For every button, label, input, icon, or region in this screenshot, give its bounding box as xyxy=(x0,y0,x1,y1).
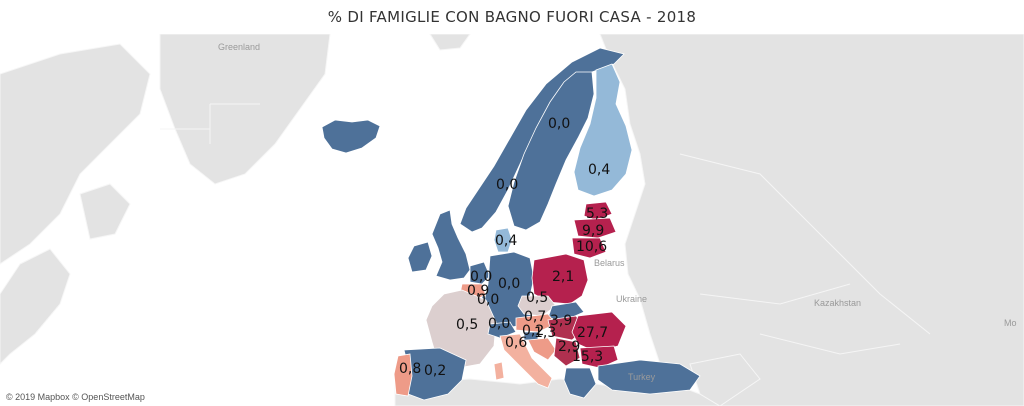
label-finland: 0,4 xyxy=(588,162,610,178)
label-serbia: 2,9 xyxy=(558,339,580,355)
label-netherlands: 0,0 xyxy=(470,269,492,285)
label-denmark: 0,4 xyxy=(495,233,517,249)
country-ireland[interactable] xyxy=(407,241,433,273)
place-labels: Greenland Belarus Ukraine Kazakhstan Tur… xyxy=(218,42,1017,382)
label-hungary: 3,9 xyxy=(550,313,572,329)
country-lithuania[interactable] xyxy=(571,237,607,259)
title-bar: % DI FAMIGLIE CON BAGNO FUORI CASA - 201… xyxy=(0,0,1024,34)
country-austria[interactable] xyxy=(515,313,557,333)
place-turkey: Turkey xyxy=(628,372,656,382)
place-belarus: Belarus xyxy=(594,258,625,268)
country-greece[interactable] xyxy=(563,367,597,399)
country-denmark[interactable] xyxy=(493,227,513,253)
basemap-land xyxy=(0,34,1024,406)
label-italy: 0,6 xyxy=(505,335,527,351)
country-italy-sardinia[interactable] xyxy=(493,361,505,381)
choropleth-map[interactable]: Greenland Belarus Ukraine Kazakhstan Tur… xyxy=(0,34,1024,406)
country-turkey[interactable] xyxy=(597,359,701,395)
country-estonia[interactable] xyxy=(583,201,613,221)
label-estonia: 5,3 xyxy=(586,206,608,222)
country-finland[interactable] xyxy=(573,63,633,197)
country-poland[interactable] xyxy=(531,253,589,305)
label-sweden: 0,0 xyxy=(496,177,518,193)
label-spain: 0,2 xyxy=(424,363,446,379)
label-romania: 27,7 xyxy=(577,325,608,341)
map-title: % DI FAMIGLIE CON BAGNO FUORI CASA - 201… xyxy=(327,8,697,26)
label-norway: 0,0 xyxy=(548,116,570,132)
place-kazakhstan: Kazakhstan xyxy=(814,298,861,308)
label-slovenia: 0,2 xyxy=(522,323,544,339)
country-netherlands[interactable] xyxy=(469,261,491,285)
country-croatia[interactable] xyxy=(527,337,557,361)
label-lithuania: 10,6 xyxy=(576,239,607,255)
place-greenland: Greenland xyxy=(218,42,260,52)
label-poland: 2,1 xyxy=(552,269,574,285)
country-iceland[interactable] xyxy=(321,119,381,154)
map-attribution[interactable]: © 2019 Mapbox © OpenStreetMap xyxy=(6,392,145,402)
countries[interactable] xyxy=(321,47,701,401)
label-france: 0,5 xyxy=(456,317,478,333)
label-portugal: 0,8 xyxy=(399,361,421,377)
label-austria: 0,7 xyxy=(524,309,546,325)
label-germany: 0,0 xyxy=(498,276,520,292)
label-belgium: 0,9 xyxy=(467,283,489,299)
country-bulgaria[interactable] xyxy=(579,345,619,369)
country-latvia[interactable] xyxy=(573,217,617,239)
map-canvas[interactable]: Greenland Belarus Ukraine Kazakhstan Tur… xyxy=(0,34,1024,406)
country-france[interactable] xyxy=(425,289,497,369)
value-labels: 0,0 0,0 0,4 5,3 9,9 10,6 0,4 2,1 0,0 0,9… xyxy=(399,116,610,379)
label-switzerland: 0,0 xyxy=(488,316,510,332)
label-czechia: 0,5 xyxy=(526,290,548,306)
label-croatia: 1,3 xyxy=(534,325,556,341)
country-uk[interactable] xyxy=(431,209,471,281)
place-ukraine: Ukraine xyxy=(616,294,647,304)
country-italy[interactable] xyxy=(499,333,553,389)
label-latvia: 9,9 xyxy=(582,223,604,239)
country-sweden[interactable] xyxy=(507,71,595,231)
basemap-borders xyxy=(160,103,931,355)
country-portugal[interactable] xyxy=(393,353,413,397)
label-bulgaria: 15,3 xyxy=(572,349,603,365)
country-serbia[interactable] xyxy=(553,337,581,367)
label-luxembourg: 0,0 xyxy=(477,292,499,308)
place-mongolia: Mo xyxy=(1004,318,1017,328)
